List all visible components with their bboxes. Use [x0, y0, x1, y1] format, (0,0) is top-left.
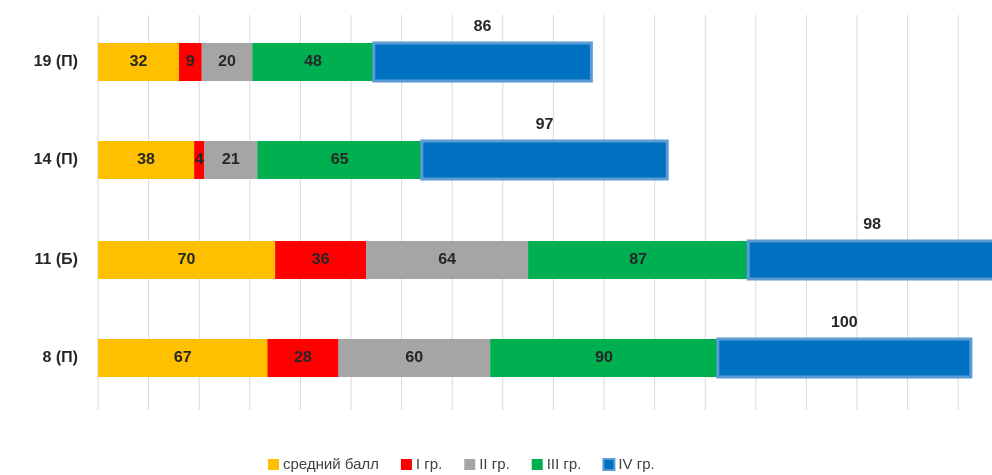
data-label: 67 [174, 349, 192, 366]
legend-label: I гр. [416, 456, 442, 473]
bar-segment [98, 43, 179, 81]
legend-label: II гр. [479, 456, 509, 473]
bar-segment [372, 41, 593, 83]
bar-segment [194, 141, 205, 179]
data-label: 36 [312, 251, 330, 268]
data-label: 100 [831, 314, 858, 331]
bar-segment [338, 339, 491, 377]
data-label: 48 [304, 53, 322, 70]
legend-swatch [531, 459, 543, 470]
legend-swatch [602, 458, 616, 471]
bar-segment [252, 43, 374, 81]
bar-segment [275, 241, 367, 279]
bar-segment [257, 141, 422, 179]
bar-segment [204, 141, 258, 179]
bar-segment [420, 139, 669, 181]
data-label: 87 [629, 251, 647, 268]
y-tick-label: 11 (Б) [34, 251, 78, 268]
data-label: 64 [438, 251, 456, 268]
legend-swatch [268, 459, 279, 470]
y-tick-label: 8 (П) [43, 349, 79, 366]
bar-segment [267, 339, 339, 377]
legend-swatch [464, 459, 476, 470]
bar-segment [98, 141, 195, 179]
bar-segment [490, 339, 718, 377]
data-label: 20 [218, 53, 236, 70]
bar-segment [528, 241, 749, 279]
data-label: 98 [863, 216, 881, 233]
bar-segment [178, 43, 202, 81]
data-label: 21 [222, 151, 240, 168]
data-label: 9 [186, 53, 195, 70]
data-label: 70 [178, 251, 196, 268]
bar-segment [716, 337, 973, 379]
bar-segment [98, 241, 276, 279]
data-label: 60 [405, 349, 423, 366]
data-label: 32 [130, 53, 148, 70]
bar-segment [201, 43, 253, 81]
data-label: 65 [331, 151, 349, 168]
data-label: 86 [474, 18, 492, 35]
data-label: 90 [595, 349, 613, 366]
y-tick-label: 19 (П) [34, 53, 78, 70]
y-tick-label: 14 (П) [34, 151, 78, 168]
bar-segment [366, 241, 529, 279]
legend-swatch [400, 459, 412, 470]
legend-label: III гр. [547, 456, 582, 473]
data-label: 38 [137, 151, 155, 168]
bar-segment [98, 339, 268, 377]
legend-label: средний балл [283, 456, 379, 473]
legend-label: IV гр. [618, 456, 654, 473]
data-label: 97 [536, 116, 554, 133]
data-label: 4 [195, 151, 204, 168]
bar-segment [746, 239, 992, 281]
data-label: 28 [294, 349, 312, 366]
